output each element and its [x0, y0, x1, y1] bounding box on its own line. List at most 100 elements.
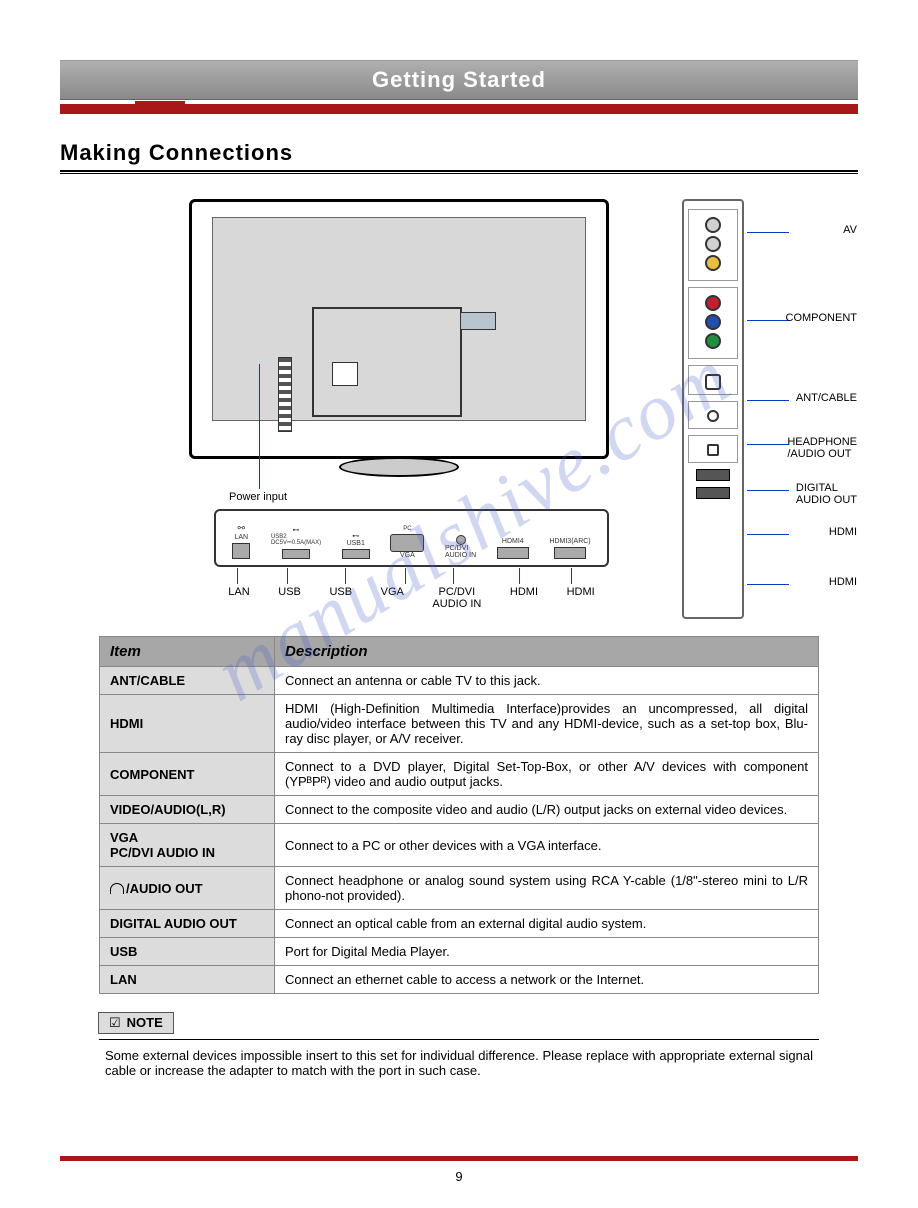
power-input-label: Power input: [229, 491, 287, 503]
footer-rule: [60, 1156, 858, 1161]
jack-pr-icon: [705, 295, 721, 311]
side-leader-line: [747, 444, 789, 445]
section-underline: [60, 170, 858, 174]
table-cell-desc: Connect to the composite video and audio…: [275, 796, 819, 824]
port-hdmi4: HDMI4: [497, 538, 529, 559]
side-leader-line: [747, 490, 789, 491]
bottom-port-strip: ⚯LAN ⊷USB2 DC5V⎓0.5A(MAX) ⊷USB1 PCVGA PC…: [214, 509, 609, 567]
table-cell-item: VGA PC/DVI AUDIO IN: [100, 824, 275, 867]
label-vga: VGA: [381, 586, 404, 610]
headphone-group: [688, 401, 738, 429]
side-callout-label: HEADPHONE /AUDIO OUT: [787, 436, 857, 460]
label-pcdvi: PC/DVI AUDIO IN: [432, 586, 481, 610]
chapter-title: Getting Started: [372, 67, 546, 92]
side-port-panel: [682, 199, 744, 619]
ant-cable-group: [688, 365, 738, 395]
tv-side-port-strip-icon: [278, 357, 292, 432]
page-footer: 9: [60, 1156, 858, 1184]
table-cell-desc: Connect an antenna or cable TV to this j…: [275, 667, 819, 695]
hdmi2-group: [688, 487, 738, 499]
table-cell-item: /AUDIO OUT: [100, 867, 275, 910]
table-cell-item: COMPONENT: [100, 753, 275, 796]
tv-label-icon: [460, 312, 496, 330]
side-callout-label: ANT/CABLE: [796, 392, 857, 404]
port-lan: ⚯LAN: [232, 523, 250, 559]
power-leader-line: [259, 364, 260, 489]
note-label: NOTE: [127, 1015, 163, 1030]
table-cell-desc: Connect headphone or analog sound system…: [275, 867, 819, 910]
table-cell-item: DIGITAL AUDIO OUT: [100, 910, 275, 938]
table-row: DIGITAL AUDIO OUTConnect an optical cabl…: [100, 910, 819, 938]
side-leader-line: [747, 534, 789, 535]
jack-y-icon: [705, 333, 721, 349]
side-callout-label: COMPONENT: [786, 312, 858, 324]
label-hdmi4: HDMI: [510, 586, 538, 610]
table-cell-desc: Port for Digital Media Player.: [275, 938, 819, 966]
tv-stand: [339, 457, 459, 477]
table-row: /AUDIO OUTConnect headphone or analog so…: [100, 867, 819, 910]
table-row: VIDEO/AUDIO(L,R)Connect to the composite…: [100, 796, 819, 824]
table-cell-item: ANT/CABLE: [100, 667, 275, 695]
table-row: LANConnect an ethernet cable to access a…: [100, 966, 819, 994]
table-cell-desc: Connect to a DVD player, Digital Set-Top…: [275, 753, 819, 796]
label-lan: LAN: [228, 586, 249, 610]
table-cell-desc: Connect to a PC or other devices with a …: [275, 824, 819, 867]
connection-diagram: Power input ⚯LAN ⊷USB2 DC5V⎓0.5A(MAX) ⊷U…: [109, 194, 809, 624]
th-desc: Description: [275, 637, 819, 667]
th-item: Item: [100, 637, 275, 667]
note-underline: [99, 1039, 819, 1040]
label-hdmi3: HDMI: [567, 586, 595, 610]
side-callout-label: HDMI: [829, 576, 857, 588]
port-pcdvi-audio: PC/DVI AUDIO IN: [445, 533, 476, 559]
jack-av-video-icon: [705, 255, 721, 271]
jack-av-r-icon: [705, 217, 721, 233]
digital-audio-jack-icon: [707, 444, 719, 456]
jack-av-l-icon: [705, 236, 721, 252]
table-cell-item: VIDEO/AUDIO(L,R): [100, 796, 275, 824]
port-hdmi3: HDMI3(ARC): [549, 538, 590, 559]
ant-coax-icon: [705, 374, 721, 390]
table-row: HDMIHDMI (High-Definition Multimedia Int…: [100, 695, 819, 753]
side-callout-label: DIGITAL AUDIO OUT: [796, 482, 857, 506]
side-leader-line: [747, 232, 789, 233]
tv-back-panel: [189, 199, 609, 459]
side-leader-line: [747, 320, 789, 321]
page-number: 9: [60, 1169, 858, 1184]
note-text: Some external devices impossible insert …: [99, 1048, 819, 1078]
note-badge: NOTE: [98, 1012, 174, 1034]
side-callout-label: AV: [843, 224, 857, 236]
headphone-icon: [110, 881, 126, 896]
port-usb2: ⊷USB2 DC5V⎓0.5A(MAX): [271, 526, 321, 559]
table-cell-desc: HDMI (High-Definition Multimedia Interfa…: [275, 695, 819, 753]
hdmi1-group: [688, 469, 738, 481]
table-cell-item: HDMI: [100, 695, 275, 753]
table-row: VGA PC/DVI AUDIO INConnect to a PC or ot…: [100, 824, 819, 867]
side-leader-line: [747, 584, 789, 585]
table-cell-desc: Connect an ethernet cable to access a ne…: [275, 966, 819, 994]
hdmi1-port-icon: [696, 469, 730, 481]
port-usb1: ⊷USB1: [342, 532, 370, 559]
av-in-group: [688, 209, 738, 281]
jack-pb-icon: [705, 314, 721, 330]
label-usb-a: USB: [278, 586, 301, 610]
port-vga: PCVGA: [390, 526, 424, 559]
table-cell-item: USB: [100, 938, 275, 966]
table-cell-desc: Connect an optical cable from an externa…: [275, 910, 819, 938]
table-cell-item: LAN: [100, 966, 275, 994]
connections-table: Item Description ANT/CABLEConnect an ant…: [99, 636, 819, 994]
header-rule: [60, 104, 858, 114]
digital-audio-group: [688, 435, 738, 463]
power-input-icon: [332, 362, 358, 386]
table-row: ANT/CABLEConnect an antenna or cable TV …: [100, 667, 819, 695]
bottom-port-labels: LAN USB USB VGA PC/DVI AUDIO IN HDMI HDM…: [214, 586, 609, 610]
component-group: [688, 287, 738, 359]
table-row: USBPort for Digital Media Player.: [100, 938, 819, 966]
hdmi2-port-icon: [696, 487, 730, 499]
table-row: COMPONENTConnect to a DVD player, Digita…: [100, 753, 819, 796]
side-callout-label: HDMI: [829, 526, 857, 538]
headphone-jack-icon: [707, 410, 719, 422]
chapter-header: Getting Started: [60, 60, 858, 100]
side-leader-line: [747, 400, 789, 401]
label-usb-b: USB: [329, 586, 352, 610]
section-title: Making Connections: [60, 140, 858, 166]
